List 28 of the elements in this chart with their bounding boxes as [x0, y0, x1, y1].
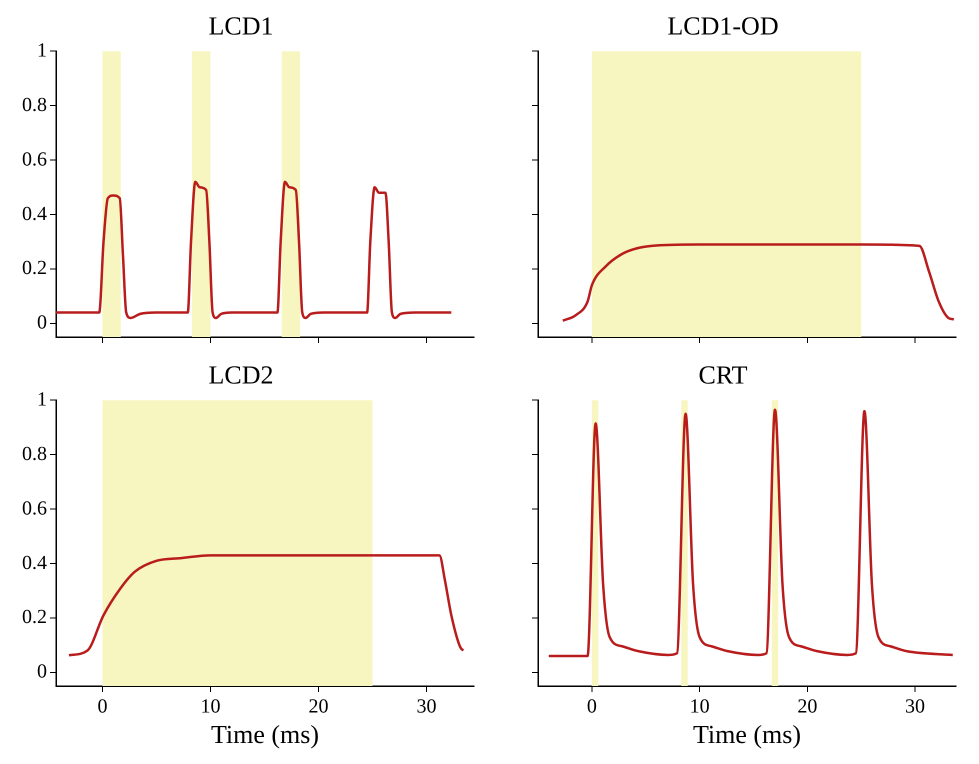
x-axis-title: Time (ms)	[692, 720, 802, 750]
y-tick-label: 0.8	[22, 442, 47, 465]
y-tick-label: 1	[37, 39, 47, 62]
chart-title: LCD2	[208, 360, 274, 390]
x-tick-label: 20	[308, 695, 328, 718]
chart-title: CRT	[698, 360, 748, 390]
line-series	[56, 180, 453, 320]
x-tick-label: 30	[905, 695, 926, 718]
chart-title: LCD1-OD	[667, 11, 779, 40]
x-tick-label: 0	[586, 695, 597, 718]
x-tick-label: 30	[416, 695, 436, 718]
y-tick-label: 0.4	[22, 552, 47, 574]
y-tick-label: 0.6	[22, 148, 47, 170]
line-series	[68, 554, 464, 656]
x-tick-label: 0	[97, 695, 108, 718]
y-tick-label: 0	[37, 660, 47, 683]
y-tick-label: 0.8	[22, 94, 47, 116]
chart-title: LCD1	[208, 11, 274, 40]
y-tick-label: 0.4	[22, 202, 47, 225]
y-tick-label: 1	[37, 388, 47, 410]
y-tick-label: 0	[37, 312, 47, 334]
y-tick-label: 0.2	[22, 257, 47, 280]
x-tick-label: 20	[797, 695, 818, 718]
y-tick-label: 0.2	[22, 606, 47, 628]
x-axis-title: Time (ms)	[210, 720, 320, 750]
y-tick-label: 0.6	[22, 497, 47, 520]
x-tick-label: 10	[200, 695, 220, 718]
x-tick-label: 10	[690, 695, 710, 718]
